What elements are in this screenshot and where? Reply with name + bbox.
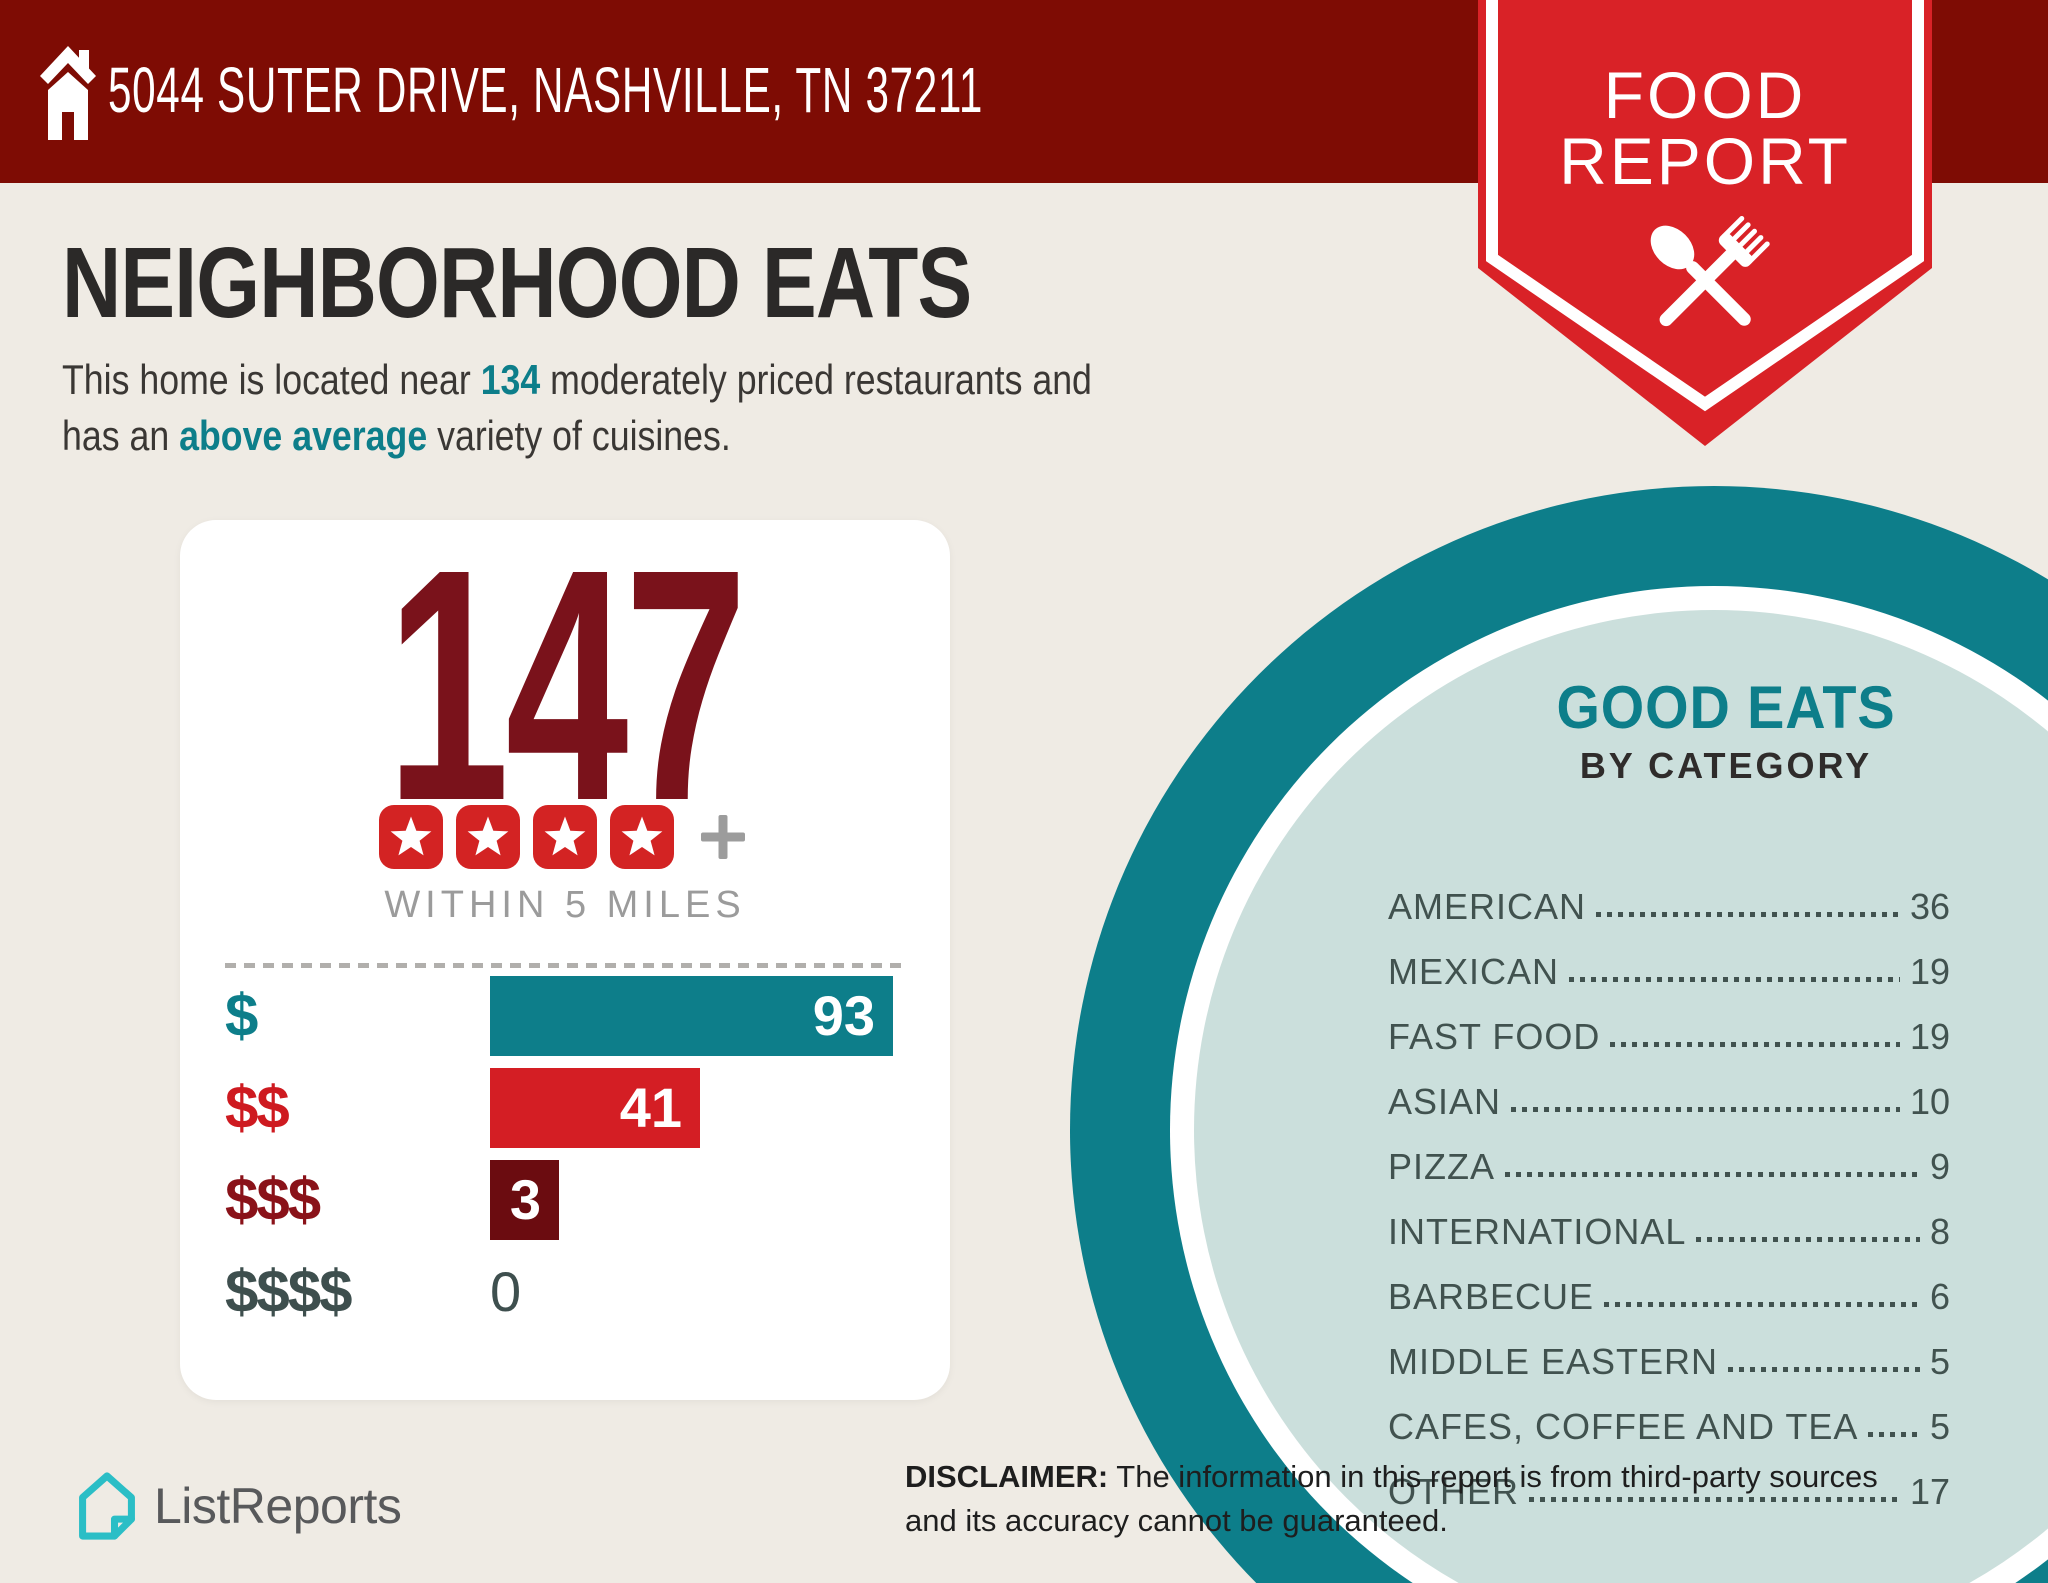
star-rating [180,805,950,869]
tier-row: $$$$ 0 [225,1252,912,1332]
category-row: PIZZA 9 [1388,1134,1950,1199]
dotted-leader [1696,1237,1920,1242]
category-value: 36 [1909,885,1950,927]
tier-label: $$ [225,1074,290,1141]
dashed-divider [225,963,902,968]
price-tier-chart: $ 93 $$ 41 $$$ 3 $$$$ 0 [225,976,912,1344]
dotted-leader [1728,1367,1920,1372]
total-restaurant-count: 147 [386,500,748,869]
category-row: BARBECUE 6 [1388,1264,1950,1329]
summary-card: 147 WITHIN 5 MILES $ 93 $$ 41 $$$ 3 [180,520,950,1400]
star-icon [379,805,443,869]
category-row: AMERICAN 36 [1388,874,1950,939]
category-row: MIDDLE EASTERN 5 [1388,1329,1950,1394]
category-list: AMERICAN 36 MEXICAN 19 FAST FOOD 19 ASIAN 10… [1388,874,1950,1524]
ribbon-border [1486,0,1924,412]
category-row: INTERNATIONAL 8 [1388,1199,1950,1264]
category-label: OTHER [1388,1470,1519,1512]
ribbon-shape [1478,0,1932,446]
tier-value: 0 [490,1260,522,1323]
listreports-logo: ListReports [76,1470,402,1542]
tier-value: 93 [812,984,875,1047]
dotted-leader [1610,1042,1900,1047]
dotted-leader [1604,1302,1920,1307]
tier-row: $$$ 3 [225,1160,912,1240]
ribbon-title-line1: FOOD [1604,58,1807,132]
disclaimer-text: The information in this report is from t… [905,1459,1878,1539]
tier-bar: 0 [490,1252,521,1332]
category-value: 19 [1909,1015,1950,1057]
dotted-leader [1511,1107,1900,1112]
category-row: FAST FOOD 19 [1388,1004,1950,1069]
star-icon [456,805,520,869]
ribbon-title-line2: REPORT [1559,124,1851,198]
fork-icon [1659,215,1770,327]
category-label: FAST FOOD [1388,1015,1601,1057]
tier-label: $ [225,982,258,1049]
tier-bar: 93 [490,976,893,1056]
category-label: MEXICAN [1388,950,1560,992]
page-title: NEIGHBORHOOD EATS [62,227,972,339]
dotted-leader [1868,1432,1920,1437]
category-row: CAFES, COFFEE AND TEA 5 [1388,1394,1950,1459]
star-icon [610,805,674,869]
tier-value: 3 [509,1168,541,1231]
listreports-logo-icon [79,1472,135,1540]
disclaimer-label: DISCLAIMER: [905,1459,1109,1494]
category-label: AMERICAN [1388,885,1587,927]
dotted-leader [1529,1497,1900,1502]
category-value: 6 [1929,1275,1950,1317]
dotted-leader [1569,977,1900,982]
intro-line-2: has an above average variety of cuisines… [62,412,731,460]
circle-inner-fill [1194,610,2048,1583]
category-label: INTERNATIONAL [1388,1210,1687,1252]
category-value: 17 [1909,1470,1950,1512]
plus-icon [701,815,745,859]
category-value: 9 [1929,1145,1950,1187]
radius-label: WITHIN 5 MILES [384,884,746,926]
dotted-leader [1505,1172,1920,1177]
category-row: MEXICAN 19 [1388,939,1950,1004]
category-label: MIDDLE EASTERN [1388,1340,1719,1382]
intro-paragraph: This home is located near 134 moderately… [62,352,1092,465]
tier-row: $$ 41 [225,1068,912,1148]
category-value: 5 [1929,1405,1950,1447]
category-label: CAFES, COFFEE AND TEA [1388,1405,1859,1447]
good-eats-circle [1070,486,2048,1583]
restaurant-count: 134 [480,356,541,403]
star-icon [533,805,597,869]
circle-white-ring [1170,586,2048,1583]
good-eats-subtitle: BY CATEGORY [1579,745,1873,786]
brand-name: ListReports [154,1478,402,1534]
category-label: BARBECUE [1388,1275,1595,1317]
dotted-leader [1596,912,1900,917]
cuisine-variety-highlight: above average [179,412,428,460]
good-eats-title: GOOD EATS [1556,674,1896,741]
tier-label: $$$ [225,1166,321,1233]
category-value: 5 [1929,1340,1950,1382]
tier-bar: 41 [490,1068,700,1148]
category-value: 10 [1909,1080,1950,1122]
disclaimer: DISCLAIMER: The information in this repo… [905,1455,1915,1543]
crossed-utensils-icon [1650,215,1770,327]
category-row: OTHER 17 [1388,1459,1950,1524]
intro-line-1: This home is located near 134 moderately… [62,356,1092,403]
food-report-ribbon: FOOD REPORT [1478,0,1932,446]
category-label: ASIAN [1388,1080,1502,1122]
category-row: ASIAN 10 [1388,1069,1950,1134]
category-label: PIZZA [1388,1145,1496,1187]
tier-bar: 3 [490,1160,559,1240]
tier-label: $$$$ [225,1258,352,1325]
tier-value: 41 [619,1076,682,1139]
tier-row: $ 93 [225,976,912,1056]
category-value: 8 [1929,1210,1950,1252]
address-text: 5044 SUTER DRIVE, NASHVILLE, TN 37211 [108,54,984,126]
category-value: 19 [1909,950,1950,992]
home-icon [40,46,96,140]
